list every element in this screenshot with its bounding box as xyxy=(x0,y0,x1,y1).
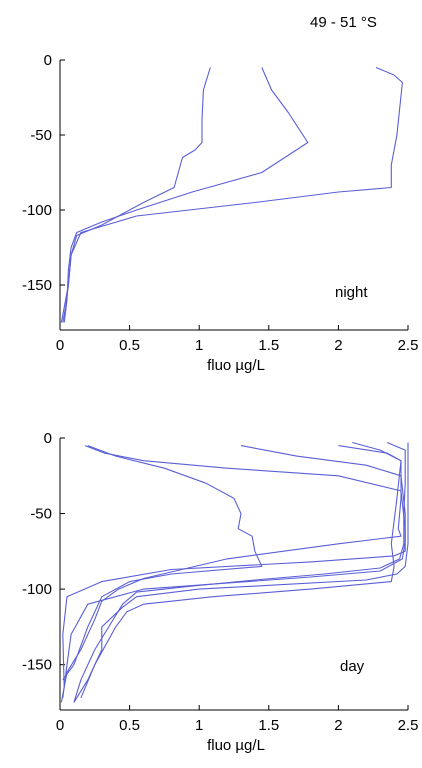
x-tick-label: 1 xyxy=(195,337,203,354)
profile-line xyxy=(62,66,403,323)
region-label: 49 - 51 °S xyxy=(310,14,377,31)
x-tick-label: 2 xyxy=(334,337,342,354)
x-axis-label: fluo µg/L xyxy=(207,357,265,374)
y-tick-label: 0 xyxy=(44,430,52,447)
profile-line xyxy=(62,445,406,698)
x-tick-label: 1.5 xyxy=(258,337,279,354)
panel-annotation: day xyxy=(340,658,365,675)
x-axis-label: fluo µg/L xyxy=(207,737,265,754)
panel-day: 0 0.5 1 1.5 2 2.5 0 -50 -100 -150 fluo µg/L day xyxy=(22,430,418,754)
profile-line xyxy=(62,445,406,688)
profile-line xyxy=(62,445,263,681)
x-tick-label: 0 xyxy=(56,337,64,354)
x-tick-label: 0.5 xyxy=(119,337,140,354)
x-tick-label: 2.5 xyxy=(398,337,419,354)
x-tick-label: 1.5 xyxy=(258,717,279,734)
x-tick-label: 2 xyxy=(334,717,342,734)
profile-line xyxy=(63,67,309,323)
x-tick-label: 0.5 xyxy=(119,717,140,734)
profile-line xyxy=(73,442,409,703)
y-tick-label: -100 xyxy=(22,202,52,219)
y-tick-label: -100 xyxy=(22,581,52,598)
y-tick-label: -150 xyxy=(22,277,52,294)
profile-line xyxy=(60,67,211,323)
y-tick-label: 0 xyxy=(44,52,52,69)
x-tick-label: 0 xyxy=(56,717,64,734)
panel-night: 0 0.5 1 1.5 2 2.5 0 -50 -100 -150 fluo µg/L night xyxy=(22,52,418,374)
x-tick-label: 1 xyxy=(195,717,203,734)
panel-annotation: night xyxy=(335,284,368,301)
profile-line xyxy=(60,445,402,703)
y-tick-label: -50 xyxy=(30,506,52,523)
y-tick-label: -50 xyxy=(30,127,52,144)
y-tick-label: -150 xyxy=(22,657,52,674)
profile-line xyxy=(80,441,402,699)
x-tick-label: 2.5 xyxy=(398,717,419,734)
